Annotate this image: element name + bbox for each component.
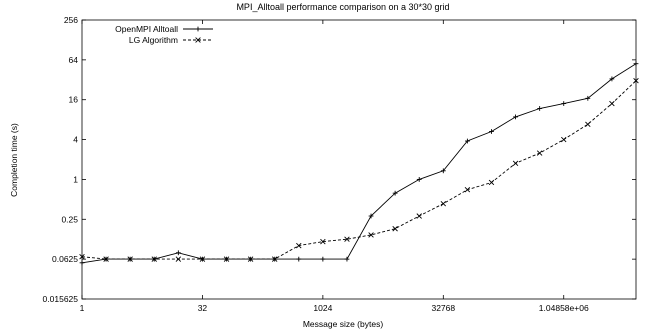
series-1-point (296, 242, 302, 249)
series-line-0 (81, 63, 637, 264)
series-1-point (320, 238, 326, 245)
series-0-point (320, 256, 326, 262)
series-0-point (392, 190, 398, 196)
series-0-point (368, 213, 374, 219)
series-1-point (392, 226, 398, 232)
y-tick-label: 64 (69, 55, 79, 65)
series-1-point (536, 150, 543, 156)
series-1-point (609, 100, 615, 107)
series-1-point (633, 77, 639, 84)
y-tick-label: 256 (64, 15, 78, 25)
y-axis-label: Completion time (s) (9, 123, 19, 197)
series-0-point (464, 138, 470, 144)
series-1-point (271, 256, 278, 262)
legend: OpenMPI Alltoall LG Algorithm (115, 24, 213, 45)
legend-label-lg: LG Algorithm (129, 35, 178, 45)
axis-ticks (81, 19, 636, 300)
y-tick-label: 0.0625 (52, 254, 78, 264)
series-0-point (513, 114, 518, 120)
series-0-point (79, 260, 85, 266)
axis-tick-labels: 1321024327681.04858e+063.35544e+00.01562… (43, 15, 589, 313)
series-1-point (127, 256, 133, 262)
plot-area (81, 19, 637, 300)
x-tick-label: 1024 (313, 303, 332, 313)
series-1-point (368, 232, 374, 238)
x-tick-label: 1.04858e+06 (539, 303, 589, 313)
legend-marker-0 (195, 26, 201, 32)
series-0-point (537, 106, 543, 111)
series-1-point (151, 256, 157, 262)
x-axis-label: Message size (bytes) (303, 319, 383, 329)
series-0-point (633, 61, 639, 67)
series-0-point (440, 168, 446, 174)
series-0-point (489, 129, 494, 134)
series-0-point (561, 101, 567, 106)
y-tick-label: 0.25 (61, 214, 78, 224)
chart-title: MPI_Alltoall performance comparison on a… (236, 2, 449, 12)
series-0-point (344, 256, 350, 262)
series-1-point (464, 186, 471, 193)
series-1-point (488, 179, 495, 186)
series-0-point (296, 256, 302, 262)
series-1-point (103, 256, 109, 262)
series-1-point (585, 121, 591, 128)
series-0-point (585, 95, 591, 101)
series-0-point (609, 76, 615, 82)
series-1-point (247, 256, 254, 262)
x-tick-label: 32 (198, 303, 208, 313)
y-tick-label: 16 (69, 95, 79, 105)
legend-samples (183, 26, 213, 43)
series-1-point (416, 213, 422, 219)
series-1-point (512, 160, 519, 167)
series-1-point (223, 256, 230, 262)
legend-marker-1 (195, 37, 201, 43)
series-1-point (79, 253, 85, 260)
legend-label-openmpi: OpenMPI Alltoall (115, 24, 178, 34)
series-1-point (344, 236, 350, 242)
series-layer (79, 61, 639, 266)
series-line-1 (81, 80, 637, 260)
x-tick-label: 32768 (431, 303, 455, 313)
series-1-point (561, 136, 567, 143)
y-tick-label: 1 (73, 174, 78, 184)
series-1-point (175, 256, 182, 262)
series-0-point (416, 177, 422, 182)
series-0-point (175, 250, 181, 256)
y-tick-label: 0.015625 (43, 294, 79, 304)
series-1-point (440, 200, 447, 207)
x-tick-label: 1 (80, 303, 85, 313)
y-tick-label: 4 (73, 135, 78, 145)
series-1-point (199, 256, 206, 262)
